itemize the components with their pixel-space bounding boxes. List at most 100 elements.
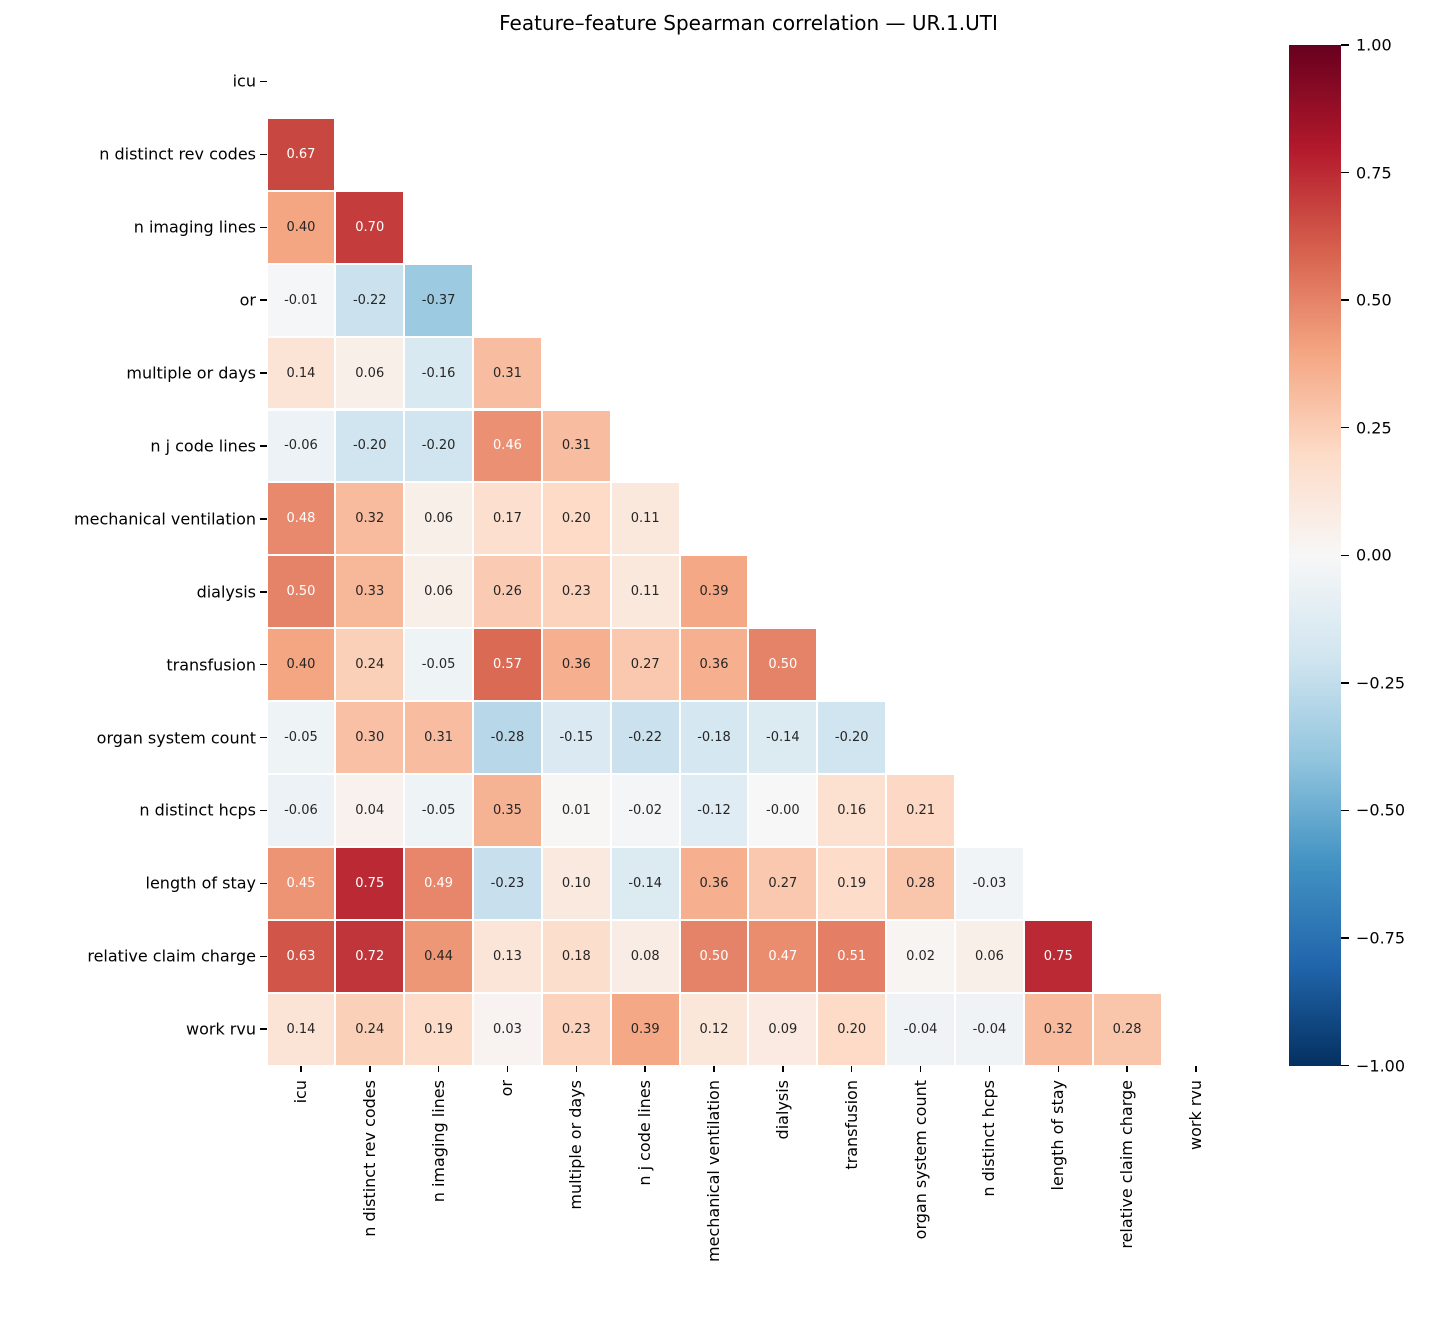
heatmap-cell: 0.01 [542,775,610,846]
cell-value: 0.16 [837,802,867,818]
colorbar-tick-label: 1.00 [1356,35,1392,55]
cell-value: 0.36 [699,875,729,891]
x-tick [919,1065,922,1073]
heatmap-cell: 0.02 [887,920,954,992]
cell-value: -0.01 [284,292,318,308]
heatmap-cell: 0.24 [336,993,404,1065]
heatmap-cell: 0.21 [887,775,954,846]
cell-value: 0.04 [355,802,385,818]
heatmap-cell: 0.31 [474,337,541,409]
colorbar-tick-label: −0.25 [1356,673,1406,693]
cell-value: 0.03 [492,1021,522,1037]
cell-value: 0.45 [286,875,316,891]
heatmap-cell: -0.05 [405,629,473,701]
cell-value: 0.46 [492,438,522,454]
heatmap-cell: 0.39 [680,556,748,628]
cell-value: -0.14 [766,730,800,746]
cell-value: 0.11 [630,584,660,600]
cell-value: -0.12 [697,802,731,818]
heatmap-cell: -0.05 [267,702,335,773]
cell-value: 0.33 [355,584,385,600]
cell-value: 0.70 [355,219,385,235]
cell-value: 0.40 [286,219,316,235]
heatmap-cell: 0.49 [405,847,473,919]
col-label: n distinct rev codes [359,1079,379,1237]
col-label: length of stay [1048,1079,1068,1191]
x-tick [1057,1065,1060,1073]
row-label: n j code lines [150,436,256,456]
col-label: organ system count [910,1079,930,1239]
heatmap-cell: 0.20 [818,993,886,1065]
colorbar-tick [1341,171,1349,174]
heatmap-cell: 0.67 [267,118,335,190]
heatmap-cell: -0.22 [611,702,679,773]
cell-value: -0.37 [421,292,456,308]
colorbar-gradient [1289,45,1341,1066]
heatmap-cell: 0.16 [818,775,886,846]
heatmap-cell: -0.01 [267,264,335,336]
cell-value: -0.20 [352,438,387,454]
col-label: relative claim charge [1117,1079,1137,1249]
cell-value: -0.04 [972,1021,1007,1037]
heatmap-cell: 0.50 [680,920,748,992]
heatmap-cell: -0.04 [887,993,954,1065]
colorbar-tick [1341,554,1349,557]
heatmap-cell: 0.14 [267,337,335,409]
cell-value: 0.67 [286,146,316,162]
y-tick [260,153,267,156]
cell-value: -0.16 [421,365,456,381]
cell-value: -0.23 [490,875,525,891]
heatmap-cell: 0.57 [474,629,541,701]
x-tick [644,1065,646,1073]
cell-value: -0.22 [628,730,662,746]
heatmap-cell: 0.04 [336,775,404,846]
heatmap-cell: 0.36 [542,629,610,701]
heatmap-cell: -0.06 [267,410,335,482]
heatmap-cell: 0.28 [887,847,954,919]
heatmap-cell: 0.70 [336,191,404,263]
col-label: work rvu [1185,1079,1205,1150]
cell-value: 0.39 [699,584,729,600]
cell-value: 0.28 [1112,1021,1142,1037]
cell-value: 0.14 [286,365,316,381]
chart-title: Feature–feature Spearman correlation — U… [499,11,998,35]
y-tick [260,591,267,593]
x-tick [782,1065,784,1073]
heatmap-cell: 0.20 [542,483,610,555]
cell-value: 0.11 [630,511,660,527]
cell-value: 0.63 [286,948,316,964]
cell-value: 0.21 [906,802,936,818]
heatmap-cell: -0.06 [267,775,335,846]
colorbar-tick [1341,682,1349,684]
x-tick [300,1065,302,1073]
heatmap-cell: 0.23 [542,556,610,628]
col-label: mechanical ventilation [704,1079,724,1262]
cell-value: 0.50 [286,584,316,600]
cell-value: 0.24 [355,657,385,673]
heatmap-cell: -0.03 [956,847,1023,919]
row-label: dialysis [196,582,256,602]
row-label: n distinct hcps [139,800,256,820]
cell-value: 0.27 [630,657,660,673]
row-label: n imaging lines [133,217,256,237]
cell-value: 0.75 [1043,948,1073,964]
heatmap-cell: 0.28 [1093,993,1161,1065]
cell-value: 0.39 [630,1021,660,1037]
cell-value: 0.51 [837,948,867,964]
heatmap-cell: 0.75 [1024,920,1092,992]
y-tick [260,372,267,374]
colorbar-tick [1341,44,1349,46]
x-tick [1195,1065,1197,1073]
cell-value: 0.02 [906,948,936,964]
row-label: icu [232,71,256,91]
heatmap-cell: 0.11 [611,556,679,628]
heatmap-cell: 0.32 [1024,993,1092,1065]
cell-value: -0.20 [834,730,869,746]
colorbar-tick-label: −0.50 [1356,800,1406,820]
heatmap-cell: -0.12 [680,775,748,846]
heatmap-cell: 0.51 [818,920,886,992]
heatmap-cell: -0.16 [405,337,473,409]
heatmap-cell: 0.35 [474,775,541,846]
y-tick [260,663,267,666]
heatmap-cell: 0.06 [405,483,473,555]
